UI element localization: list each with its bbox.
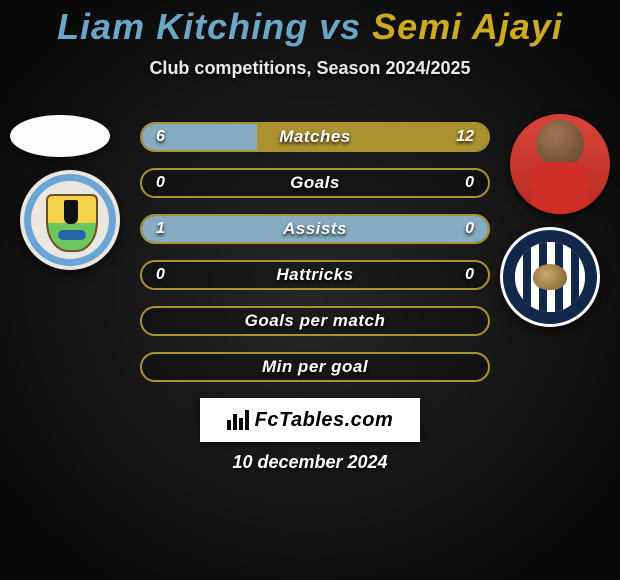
club1-crest — [20, 170, 120, 270]
stat-label: Assists — [142, 216, 488, 242]
stat-row: Goals per match — [140, 306, 490, 336]
stats-panel: 612Matches 00Goals 10Assists 00Hattricks Goa… — [140, 122, 490, 398]
stat-label: Goals — [142, 170, 488, 196]
stat-label: Matches — [142, 124, 488, 150]
brand-box: FcTables.com — [200, 398, 420, 442]
stat-label: Min per goal — [142, 354, 488, 380]
stat-row: 00Hattricks — [140, 260, 490, 290]
club2-crest — [500, 227, 600, 327]
player1-name: Liam Kitching — [57, 6, 308, 47]
date-text: 10 december 2024 — [0, 452, 620, 473]
stat-label: Goals per match — [142, 308, 488, 334]
vs-text: vs — [319, 6, 361, 47]
player2-name: Semi Ajayi — [372, 6, 563, 47]
stat-row: 00Goals — [140, 168, 490, 198]
stat-row: 10Assists — [140, 214, 490, 244]
stat-label: Hattricks — [142, 262, 488, 288]
stat-row: Min per goal — [140, 352, 490, 382]
player1-avatar — [10, 115, 110, 157]
subtitle: Club competitions, Season 2024/2025 — [0, 58, 620, 79]
infographic-root: Liam Kitching vs Semi Ajayi Club competi… — [0, 0, 620, 580]
stat-row: 612Matches — [140, 122, 490, 152]
player2-avatar — [510, 114, 610, 214]
page-title: Liam Kitching vs Semi Ajayi — [0, 0, 620, 48]
brand-text: FcTables.com — [255, 409, 394, 432]
brand-bars-icon — [227, 410, 249, 430]
